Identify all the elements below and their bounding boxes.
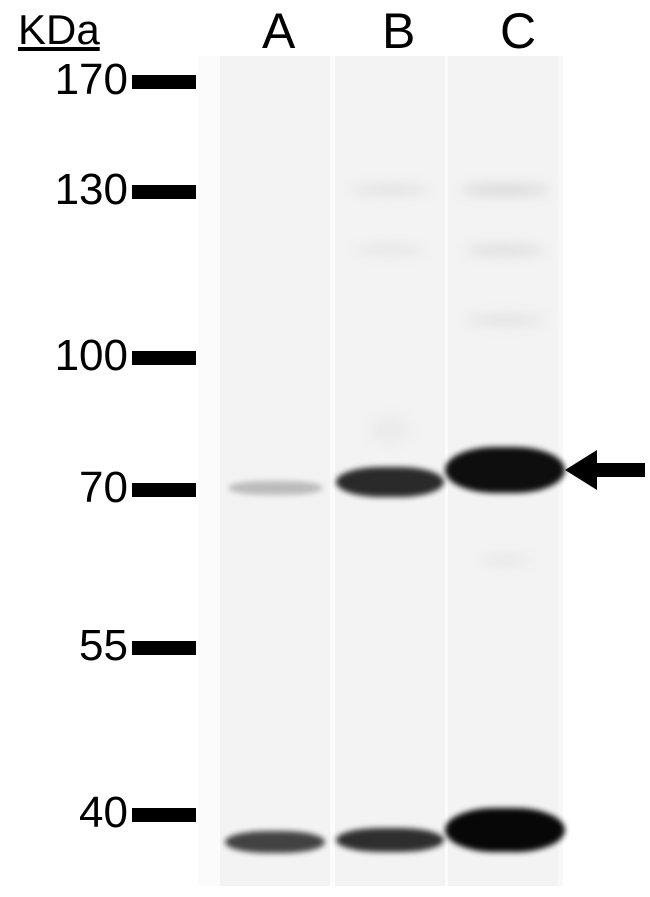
- mw-tick-40: [132, 808, 196, 822]
- kda-label: KDa: [18, 6, 100, 54]
- mw-label-170: 170: [8, 55, 128, 105]
- faint-band-C-1: [460, 184, 550, 196]
- band-C-5: [445, 808, 565, 852]
- faint-band-C-3: [465, 244, 545, 256]
- mw-tick-100: [132, 351, 196, 365]
- band-B-1: [336, 467, 444, 497]
- band-A-0: [228, 481, 323, 495]
- faint-band-C-5: [480, 555, 530, 565]
- faint-band-B-0: [350, 185, 430, 195]
- lane-label-C: C: [500, 2, 536, 60]
- mw-label-40: 40: [8, 788, 128, 838]
- faint-band-B-6: [370, 415, 410, 445]
- lane-label-B: B: [382, 2, 415, 60]
- mw-tick-55: [132, 641, 196, 655]
- mw-tick-170: [132, 75, 196, 89]
- lane-A: [220, 56, 330, 886]
- target-arrow-shaft: [595, 463, 645, 477]
- mw-label-55: 55: [8, 621, 128, 671]
- band-C-2: [445, 447, 565, 493]
- mw-label-100: 100: [8, 331, 128, 381]
- mw-tick-130: [132, 185, 196, 199]
- faint-band-C-4: [465, 314, 545, 326]
- band-A-3: [225, 831, 325, 853]
- target-arrow-head: [565, 450, 597, 490]
- lane-label-A: A: [262, 2, 295, 60]
- mw-tick-70: [132, 483, 196, 497]
- mw-label-130: 130: [8, 165, 128, 215]
- faint-band-B-2: [355, 245, 425, 255]
- mw-label-70: 70: [8, 463, 128, 513]
- band-B-4: [336, 828, 444, 852]
